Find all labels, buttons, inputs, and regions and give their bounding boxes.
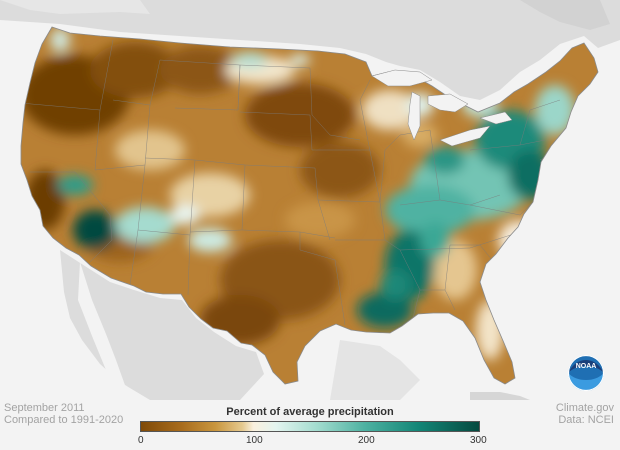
- legend-color-bar: [140, 421, 480, 432]
- map-date: September 2011: [4, 402, 85, 414]
- noaa-logo: NOAA: [567, 354, 605, 392]
- data-credit: Data: NCEI: [558, 414, 614, 426]
- state-borders: [21, 39, 581, 331]
- legend-tick-100: 100: [246, 435, 263, 446]
- noaa-logo-text: NOAA: [576, 363, 597, 370]
- source-credit: Climate.gov: [555, 402, 614, 414]
- legend-tick-200: 200: [358, 435, 375, 446]
- footer-right: Climate.gov Data: NCEI: [556, 402, 614, 426]
- precipitation-map: NOAA: [0, 0, 620, 400]
- surrounding-land: [0, 0, 620, 400]
- great-lakes: [371, 69, 513, 147]
- comparison-period: Compared to 1991-2020: [4, 414, 124, 426]
- legend-tick-300: 300: [470, 435, 487, 446]
- legend-title: Percent of average precipitation: [226, 406, 394, 418]
- legend-tick-0: 0: [138, 435, 144, 446]
- footer-left: September 2011 Compared to 1991-2020: [4, 402, 123, 426]
